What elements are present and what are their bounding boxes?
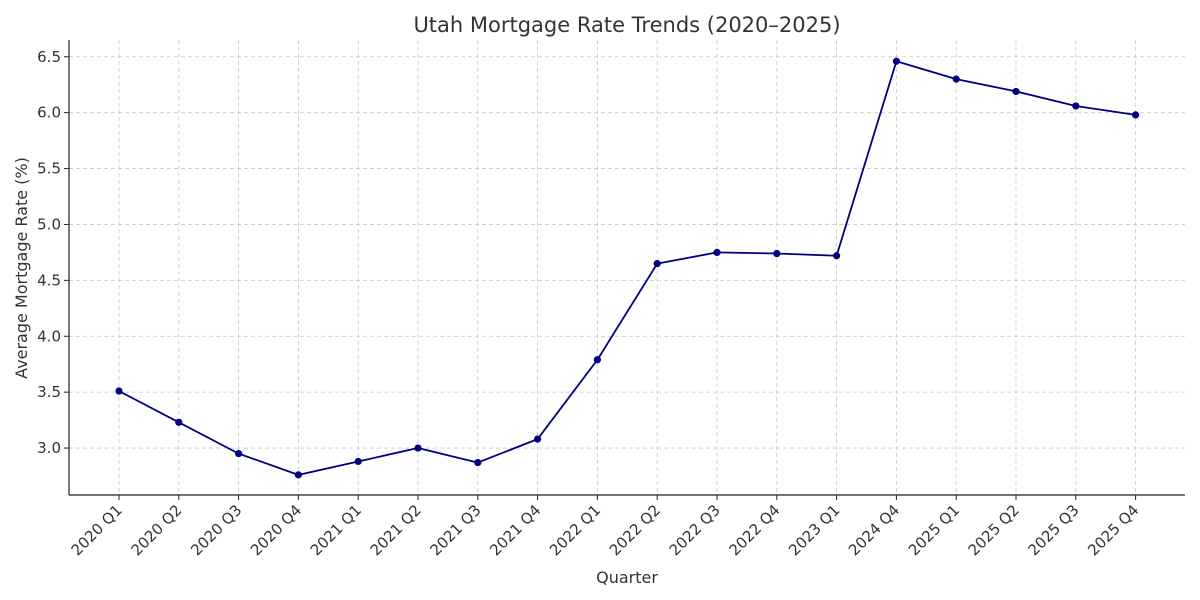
y-tick-label: 6.5 <box>37 48 61 66</box>
x-axis-label: Quarter <box>596 568 658 587</box>
x-tick-label: 2020 Q2 <box>127 501 185 559</box>
data-point <box>713 248 721 257</box>
data-point <box>534 435 542 443</box>
grid <box>69 40 1185 495</box>
data-point <box>952 75 960 83</box>
x-tick-label: 2022 Q1 <box>546 501 604 559</box>
y-axis-label: Average Mortgage Rate (%) <box>12 157 31 379</box>
x-tick-label: 2025 Q3 <box>1024 501 1082 559</box>
data-point <box>175 418 183 426</box>
data-point <box>1012 87 1020 96</box>
data-point <box>414 444 422 452</box>
data-point <box>593 356 602 364</box>
data-point <box>474 458 482 467</box>
y-tick-label: 3.0 <box>37 439 61 457</box>
series-line <box>118 60 1136 476</box>
x-tick-label: 2022 Q2 <box>606 501 664 559</box>
y-tick-label: 6.0 <box>37 104 61 122</box>
x-tick-label: 2025 Q2 <box>965 501 1023 559</box>
x-tick-label: 2020 Q3 <box>187 501 245 559</box>
x-ticks: 2020 Q1 2020 Q2 2020 Q3 2020 Q4 2021 Q1 2021 … <box>68 495 1142 559</box>
data-point <box>354 457 362 466</box>
data-point <box>833 252 841 260</box>
data-point <box>892 57 901 65</box>
x-tick-label: 2023 Q1 <box>785 501 843 559</box>
y-ticks: 3.0 3.5 4.0 4.5 5.0 5.5 6.0 6.5 <box>37 48 69 457</box>
x-tick-label: 2020 Q4 <box>247 501 305 559</box>
x-tick-label: 2025 Q4 <box>1084 501 1142 559</box>
y-tick-label: 5.0 <box>37 215 61 233</box>
x-tick-label: 2025 Q1 <box>905 501 963 559</box>
data-point <box>1072 102 1080 110</box>
chart-title: Utah Mortgage Rate Trends (2020–2025) <box>413 13 840 37</box>
x-tick-label: 2024 Q4 <box>845 501 903 559</box>
x-tick-label: 2020 Q1 <box>68 501 126 559</box>
data-point <box>1132 111 1140 119</box>
y-tick-label: 4.0 <box>37 327 61 345</box>
x-tick-label: 2021 Q2 <box>367 501 425 559</box>
data-point <box>115 387 123 395</box>
y-tick-label: 3.5 <box>37 383 61 401</box>
axes <box>68 40 1185 496</box>
x-tick-label: 2021 Q4 <box>486 501 544 559</box>
y-tick-label: 5.5 <box>37 160 61 178</box>
y-tick-label: 4.5 <box>37 271 61 289</box>
x-tick-label: 2021 Q3 <box>426 501 484 559</box>
x-tick-label: 2022 Q3 <box>666 501 724 559</box>
series <box>115 57 1140 479</box>
data-point <box>235 450 243 458</box>
x-tick-label: 2022 Q4 <box>725 501 783 559</box>
data-point <box>653 259 661 268</box>
data-point <box>294 471 302 479</box>
data-point <box>773 249 781 258</box>
x-tick-label: 2021 Q1 <box>307 501 365 559</box>
